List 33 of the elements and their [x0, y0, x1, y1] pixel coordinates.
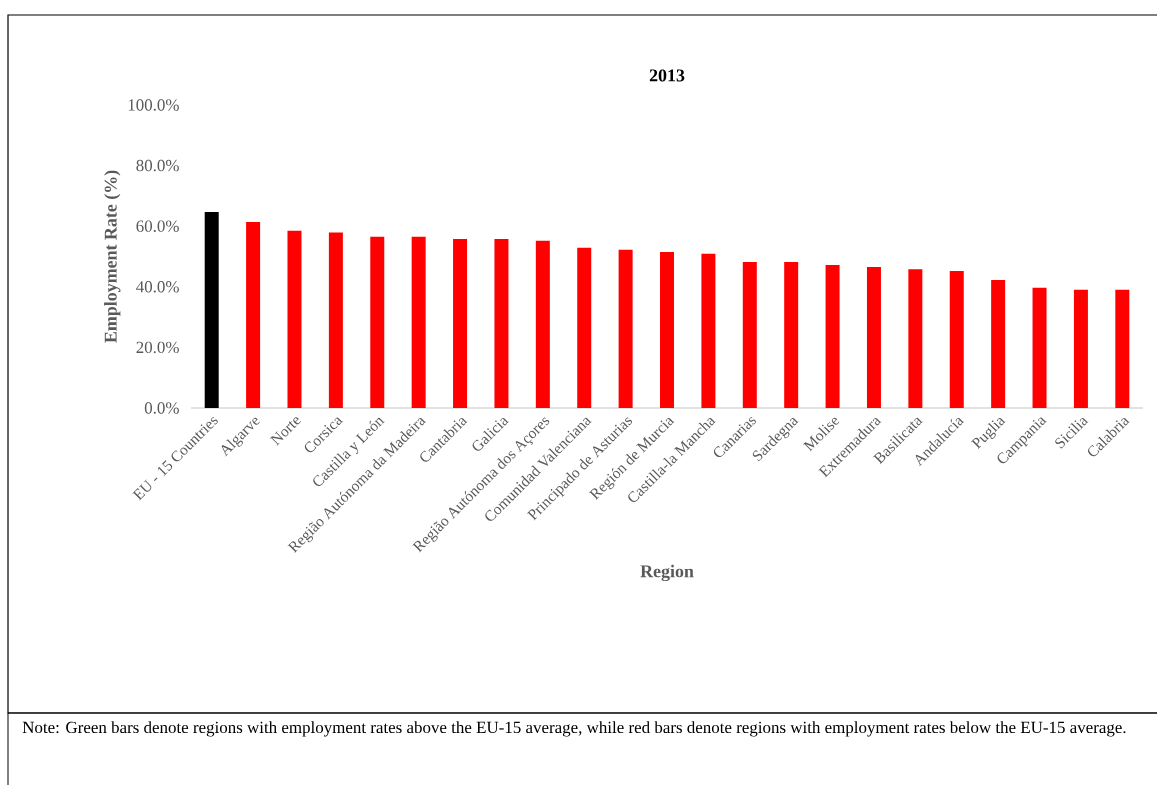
bar [991, 280, 1006, 408]
bar [701, 253, 716, 408]
bar [204, 211, 219, 408]
bar [742, 261, 757, 408]
x-axis-title: Region [640, 564, 694, 582]
y-tick-label: 0.0% [144, 402, 179, 414]
bar [287, 230, 302, 408]
y-tick-label: 60.0% [136, 220, 179, 232]
y-tick-label: 80.0% [136, 159, 179, 172]
chart-title: 2013 [649, 69, 685, 82]
y-tick-label: 40.0% [136, 281, 179, 293]
bar [494, 238, 509, 408]
bar [411, 236, 426, 408]
bar [949, 271, 964, 408]
bar [535, 240, 550, 408]
y-axis-title: Employment Rate (%) [104, 170, 121, 343]
bar [246, 221, 261, 408]
y-tick-label: 100.0% [128, 99, 179, 111]
bar [1115, 289, 1130, 408]
bar [866, 267, 881, 408]
bar [453, 238, 468, 408]
y-tick-label: 20.0% [136, 341, 179, 354]
bar [908, 269, 923, 408]
bar [1032, 287, 1047, 408]
bar [825, 264, 840, 408]
bar [328, 232, 343, 408]
text: Note: Green bars denote regions with employment rates above the EU-15 average, while red bars denote regions with employment rates below the EU-15 average. [22, 721, 1126, 737]
bar [618, 249, 633, 408]
bar [370, 236, 385, 408]
bar [660, 251, 675, 408]
bar [577, 247, 592, 408]
bar [784, 261, 799, 408]
bar [1073, 289, 1088, 408]
